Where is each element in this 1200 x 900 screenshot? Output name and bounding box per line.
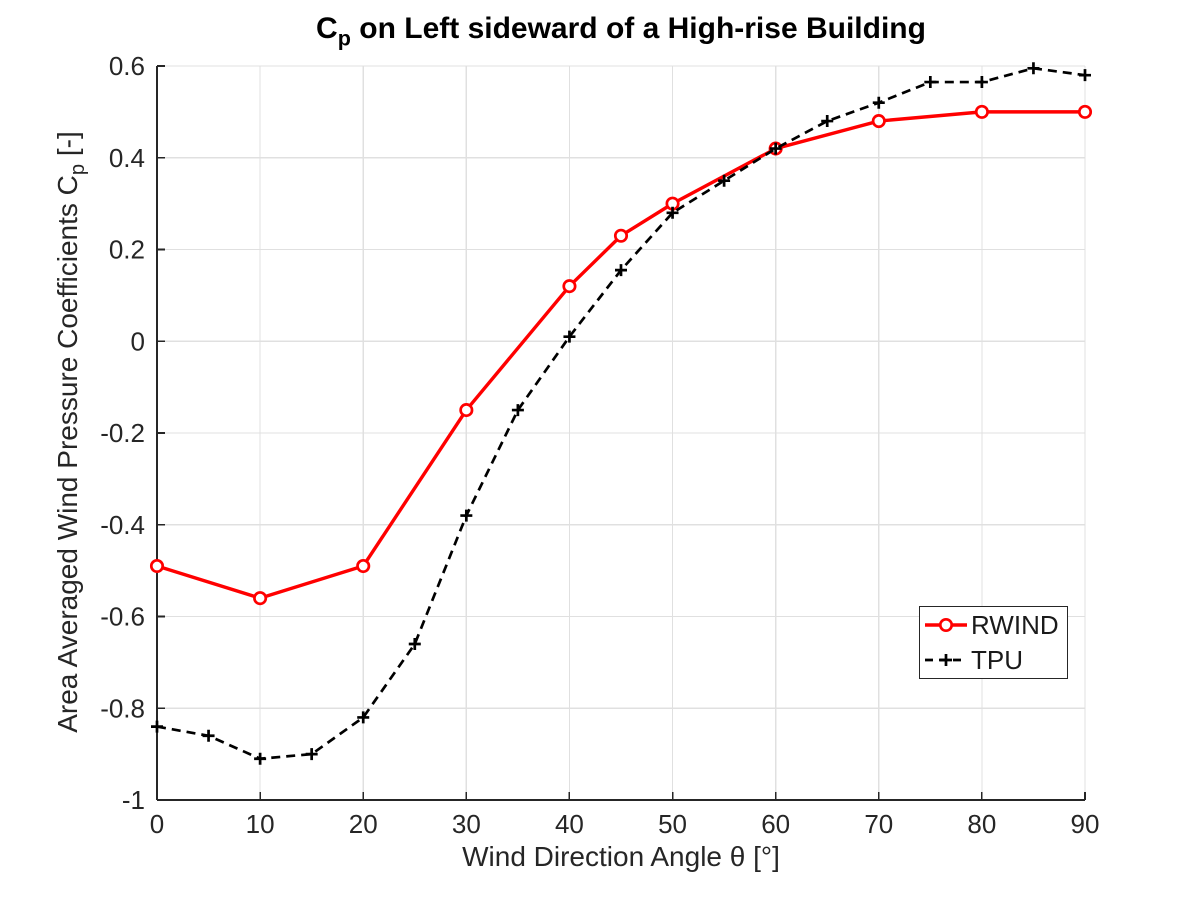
x-tick-label: 90 <box>1071 809 1100 839</box>
x-tick-label: 80 <box>967 809 996 839</box>
marker-plus <box>254 752 267 765</box>
marker-circle <box>253 591 268 606</box>
tick-marks <box>156 65 1086 801</box>
x-tick-label: 20 <box>349 809 378 839</box>
y-axis-label-subscript: p <box>67 163 90 176</box>
y-tick-label: 0.2 <box>109 235 145 265</box>
legend-sample-rwind-line-icon <box>925 617 967 633</box>
marker-plus <box>408 638 421 651</box>
marker-circle <box>1077 104 1093 119</box>
x-tick-label: 40 <box>555 809 584 839</box>
marker-circle <box>613 228 629 243</box>
marker-plus <box>1079 69 1091 82</box>
marker-plus <box>202 729 215 742</box>
marker-plus <box>872 96 885 109</box>
y-axis-label-suffix: [-] <box>52 131 83 164</box>
x-tick-label: 60 <box>761 809 790 839</box>
chart-title: Cp on Left sideward of a High-rise Build… <box>157 12 1085 52</box>
marker-plus <box>357 711 370 724</box>
legend-item-tpu: TPU <box>920 643 1067 677</box>
marker-circle <box>974 104 989 119</box>
marker-circle <box>356 558 371 574</box>
marker-plus <box>460 509 473 522</box>
series-tpu <box>151 62 1091 765</box>
legend-box: RWIND TPU <box>919 606 1068 679</box>
tick-labels: 0 10 20 30 40 50 60 70 80 90 -1 -0.8 -0.6 -0.4 -0.2 0 0.… <box>100 51 1099 839</box>
marker-plus <box>615 264 627 277</box>
x-tick-label: 10 <box>246 809 275 839</box>
y-tick-label: 0.6 <box>109 51 145 81</box>
x-tick-label: 50 <box>658 809 687 839</box>
marker-plus <box>718 174 731 187</box>
marker-plus <box>769 142 782 155</box>
marker-plus <box>151 720 163 733</box>
marker-circle <box>459 403 474 418</box>
marker-plus <box>821 115 834 128</box>
marker-plus <box>666 206 679 219</box>
marker-plus <box>305 748 318 761</box>
marker-circle <box>562 279 577 294</box>
series-rwind <box>149 104 1093 606</box>
legend-sample-tpu-line-icon <box>925 654 967 666</box>
marker-plus <box>563 330 576 343</box>
y-axis-label: Area Averaged Wind Pressure Coefficients… <box>52 65 90 799</box>
x-tick-label: 0 <box>150 809 164 839</box>
legend-item-rwind: RWIND <box>920 608 1067 642</box>
x-axis-label: Wind Direction Angle θ [°] <box>462 841 780 872</box>
grid-lines <box>156 65 1086 801</box>
y-tick-label: 0.4 <box>109 143 145 173</box>
legend-label-rwind: RWIND <box>971 610 1059 640</box>
y-axis-label-prefix: Area Averaged Wind Pressure Coefficients… <box>52 175 83 733</box>
x-tick-label: 30 <box>452 809 481 839</box>
marker-plus <box>511 404 524 417</box>
legend-label-tpu: TPU <box>971 645 1023 675</box>
marker-plus <box>924 76 937 89</box>
chart-title-rest: on Left sideward of a High-rise Building <box>350 12 926 45</box>
marker-circle <box>871 114 886 129</box>
y-tick-label: -0.8 <box>100 693 145 723</box>
marker-circle <box>149 558 165 574</box>
marker-plus <box>975 76 988 89</box>
x-tick-label: 70 <box>864 809 893 839</box>
marker-plus <box>1027 62 1040 75</box>
chart-title-prefix: C <box>316 12 338 45</box>
chart-title-subscript: p <box>337 25 351 51</box>
y-tick-label: -1 <box>122 785 145 815</box>
y-tick-label: -0.4 <box>100 510 145 540</box>
y-tick-label: -0.2 <box>100 418 145 448</box>
y-tick-label: -0.6 <box>100 602 145 632</box>
y-tick-label: 0 <box>131 326 145 356</box>
